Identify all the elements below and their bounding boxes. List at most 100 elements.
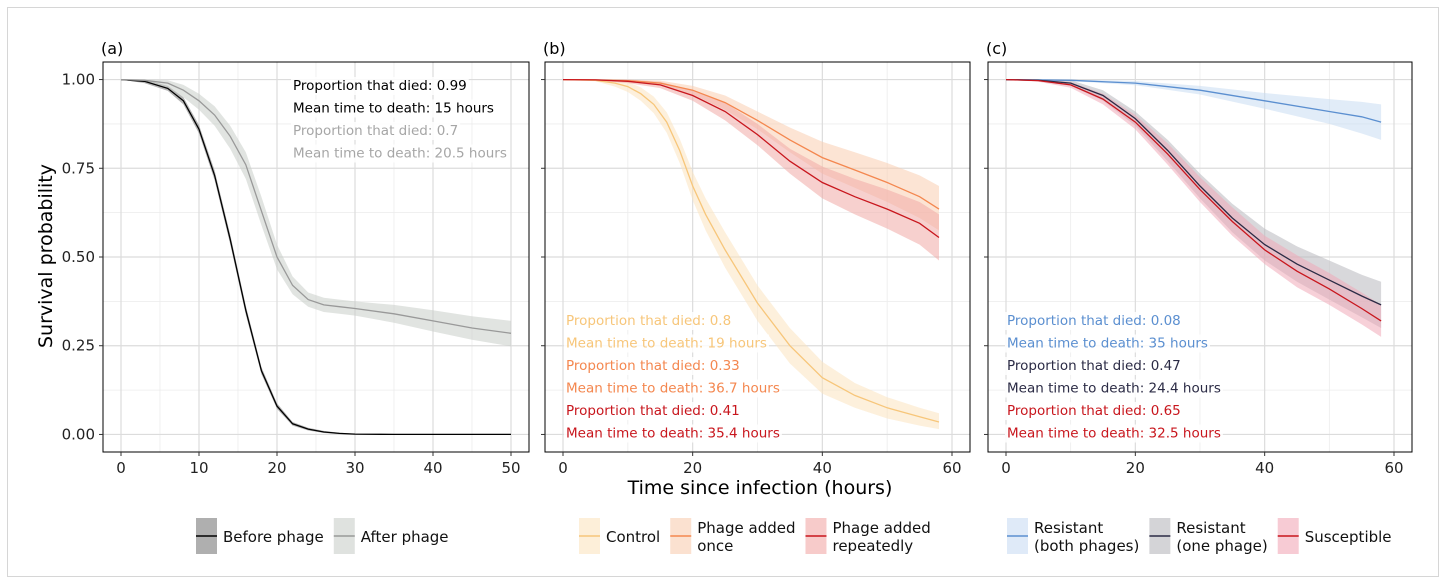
y-tick-label: 0.25 [62,337,95,355]
annotation-background [564,379,782,398]
legend-label: Phage added once [697,519,795,555]
annotation-background [1005,334,1210,353]
x-tick-label: 60 [942,459,961,477]
annotation-text: Proportion that died: 0.08 [1007,313,1181,329]
survival-line [562,78,940,239]
legend-label: Before phage [223,528,324,546]
survival-line [1005,78,1382,306]
annotations: Proportion that died: 0.99 Mean time to d… [291,77,509,163]
x-tick-label: 0 [558,459,568,477]
legend-label: After phage [361,528,449,546]
annotation-background [291,77,469,95]
legend-item: After phage [333,518,449,554]
annotation-background [564,424,782,443]
annotation-text: Mean time to death: 19 hours [566,336,767,352]
survival-line [1005,78,1382,123]
annotations: Proportion that died: 0.08 Mean time to d… [1005,312,1223,443]
annotation-text: Mean time to death: 35 hours [1007,336,1208,352]
annotation-background [564,312,734,330]
legend-label: Phage added repeatedly [832,519,930,555]
annotation-text: Proportion that died: 0.7 [293,123,458,139]
annotation-background [1005,312,1183,330]
legend-label: Resistant (both phages) [1034,519,1139,555]
x-axis-label: Time since infection (hours) [627,477,893,499]
legend-item: Susceptible [1277,518,1392,554]
annotation-background [1005,357,1183,375]
annotation-background [291,122,461,140]
x-tick-label: 20 [683,459,702,477]
annotation-background [564,334,769,353]
annotation-background [1005,379,1223,398]
legend-2: Control Phage added once Phage added repeate… [579,518,931,555]
survival-line [562,78,940,423]
annotation-text: Mean time to death: 35.4 hours [566,426,780,442]
annotation-background [1005,402,1183,420]
annotation-text: Mean time to death: 32.5 hours [1007,426,1221,442]
legend-label: Resistant (one phage) [1176,519,1267,555]
x-tick-label: 30 [345,459,364,477]
annotation-text: Proportion that died: 0.41 [566,403,740,419]
x-tick-label: 20 [267,459,286,477]
x-tick-label: 40 [423,459,442,477]
x-tick-label: 0 [116,459,126,477]
x-tick-label: 60 [1384,459,1403,477]
x-tick-label: 10 [189,459,208,477]
figure-frame [7,7,1439,577]
panel-3: (c) Proportion that died: 0.08 Mean time t… [984,39,1413,477]
annotation-text: Mean time to death: 24.4 hours [1007,381,1221,397]
x-tick-label: 40 [1255,459,1274,477]
panel-1: (a) Proportion that died: 0.99 Mean time t… [62,39,530,477]
x-tick-label: 0 [1001,459,1011,477]
grid [103,62,529,452]
annotation-text: Proportion that died: 0.99 [293,78,467,94]
series-1 [1006,79,1382,140]
panel-label: (a) [101,39,123,58]
x-tick-label: 40 [813,459,832,477]
legend-3: Resistant (both phages) Resistant (one phag… [1007,518,1392,555]
legends: Before phage After phage Control Phage adde… [196,518,1392,555]
panels: (a) Proportion that died: 0.99 Mean time t… [62,39,1413,477]
series-3 [1006,79,1382,337]
survival-line [1005,78,1382,322]
annotation-background [291,99,496,118]
x-tick-label: 20 [1126,459,1145,477]
legend-item: Phage added repeatedly [805,518,931,555]
annotation-background [1005,424,1223,443]
annotation-background [291,144,509,163]
legend-1: Before phage After phage [196,518,449,554]
panel-label: (b) [543,39,566,58]
annotation-background [564,357,742,375]
confidence-band [121,79,511,347]
annotation-background [564,402,742,420]
y-tick-label: 0.50 [62,248,95,266]
legend-item: Resistant (both phages) [1007,518,1139,555]
legend-label: Control [606,528,660,546]
y-tick-label: 0.00 [62,425,95,443]
legend-item: Before phage [196,518,324,554]
annotation-text: Proportion that died: 0.47 [1007,358,1181,374]
annotation-text: Mean time to death: 15 hours [293,101,494,117]
annotations: Proportion that died: 0.8 Mean time to de… [564,312,782,443]
legend-item: Phage added once [670,518,795,555]
y-axis-label: Survival probability [35,164,57,348]
confidence-band [1006,79,1382,140]
series-2 [563,79,939,231]
panel-2: (b) Proportion that died: 0.8 Mean time to… [541,39,971,477]
annotation-text: Proportion that died: 0.8 [566,313,731,329]
annotation-text: Mean time to death: 20.5 hours [293,146,507,162]
annotation-text: Proportion that died: 0.33 [566,358,740,374]
survival-line [120,78,511,436]
series-2 [121,79,511,347]
legend-item: Control [579,518,660,554]
survival-line [120,78,512,334]
confidence-band [563,79,939,231]
confidence-band [1006,79,1382,337]
legend-label: Susceptible [1305,528,1392,546]
panel-label: (c) [986,39,1007,58]
y-tick-label: 1.00 [62,71,95,89]
legend-item: Resistant (one phage) [1149,518,1268,555]
y-tick-label: 0.75 [62,159,95,177]
annotation-text: Mean time to death: 36.7 hours [566,381,780,397]
annotation-text: Proportion that died: 0.65 [1007,403,1181,419]
